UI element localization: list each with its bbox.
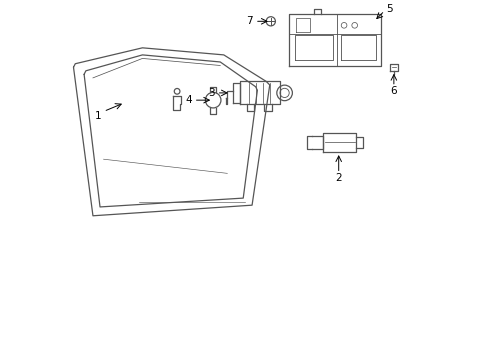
Text: 2: 2 [335,173,342,183]
Text: 1: 1 [95,111,101,121]
Text: 6: 6 [391,86,397,96]
Text: 4: 4 [185,95,192,105]
Text: 5: 5 [387,4,393,14]
Text: 3: 3 [208,88,215,98]
Text: 7: 7 [246,16,253,26]
